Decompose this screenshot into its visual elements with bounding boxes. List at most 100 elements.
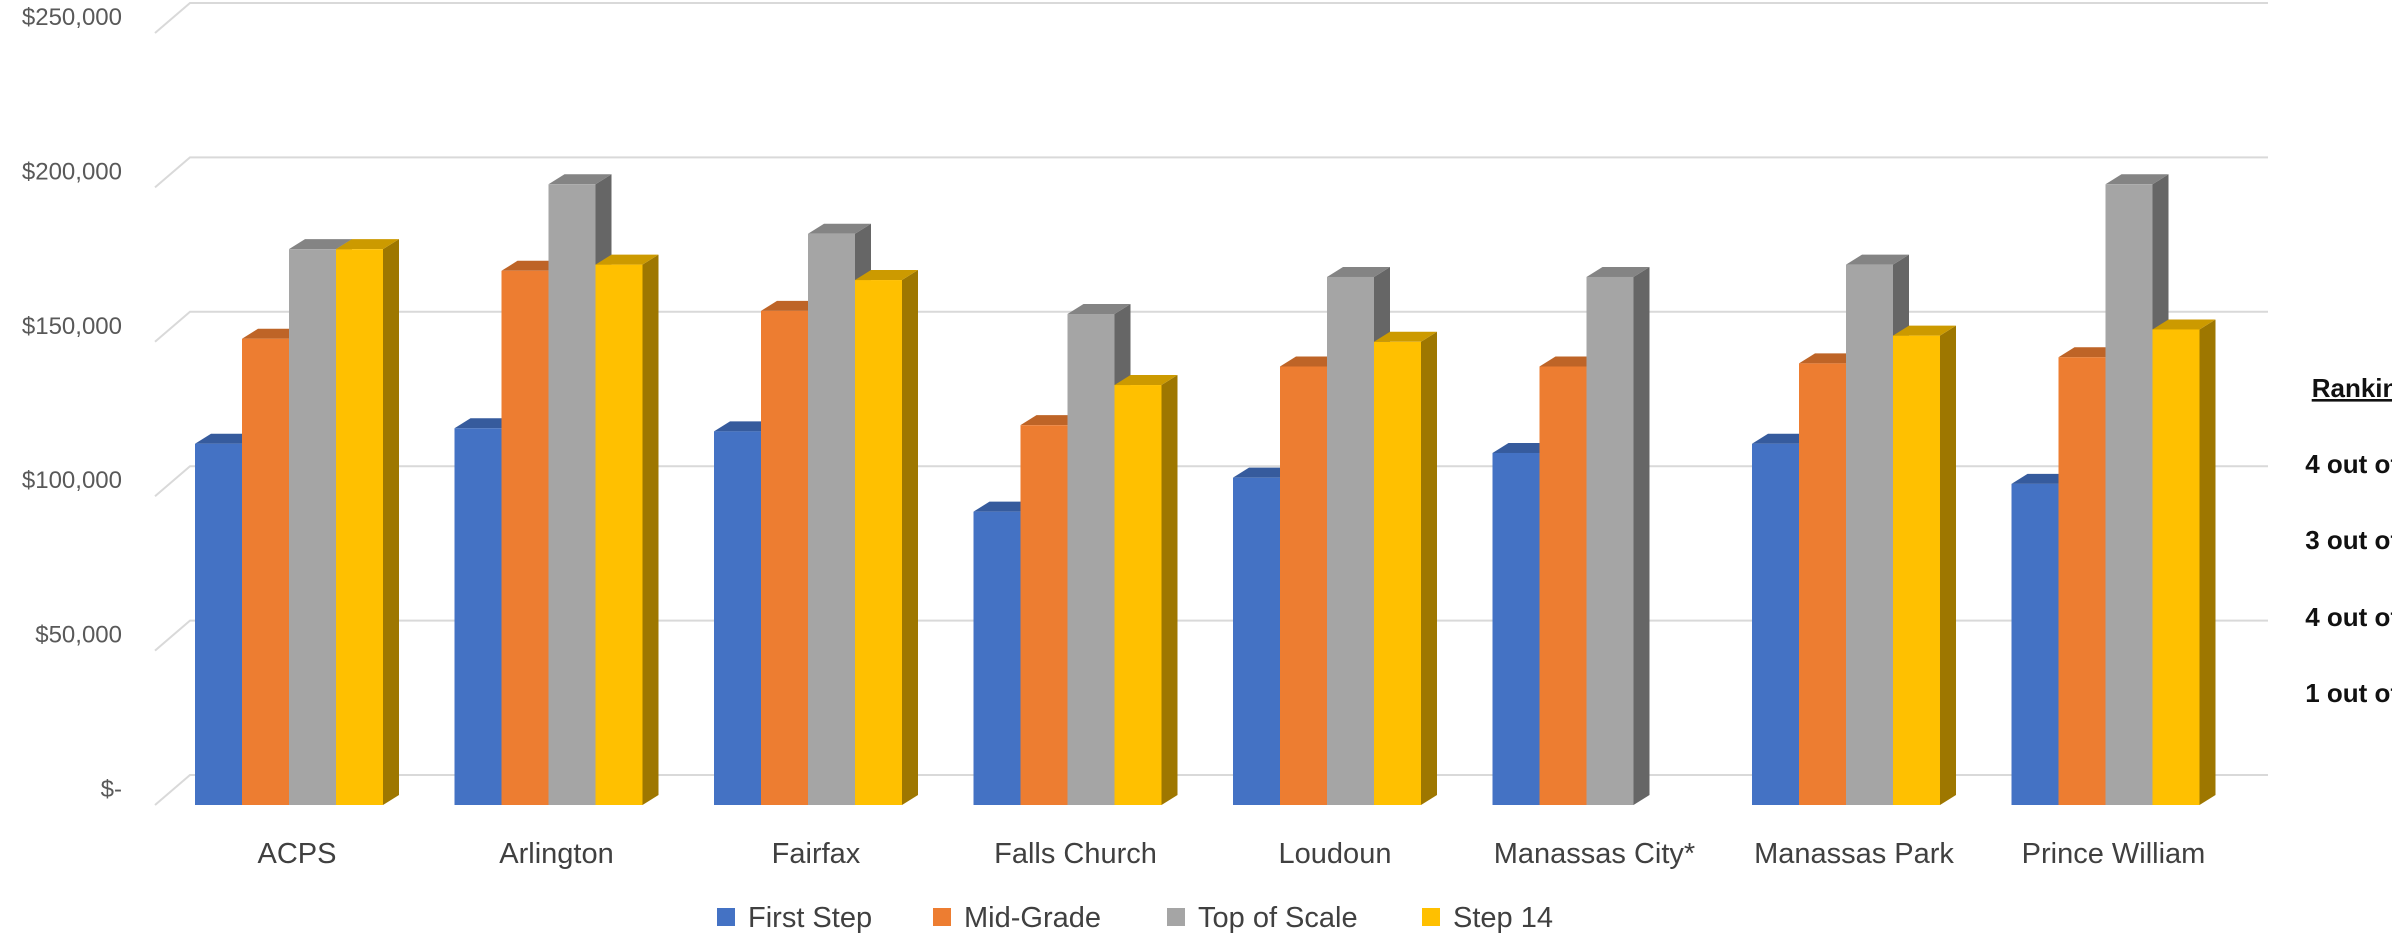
bar <box>336 239 399 805</box>
legend-swatch <box>933 908 951 926</box>
bar-top <box>1586 266 1650 277</box>
legend-swatch <box>1422 908 1440 926</box>
bar-front <box>1233 477 1280 805</box>
bar <box>2152 319 2216 805</box>
bar-top <box>1374 331 1437 342</box>
bar-front <box>855 280 902 805</box>
bar-front <box>289 249 336 805</box>
bar-front <box>1067 314 1115 805</box>
bar-front <box>2058 357 2106 805</box>
bar-front <box>973 511 1021 805</box>
bar-side <box>642 254 659 806</box>
ranking-heading: Ranking <box>2312 373 2392 403</box>
category-label: Loudoun <box>1279 838 1392 870</box>
bar-side <box>1940 325 1956 805</box>
bar-front <box>595 264 643 806</box>
bar <box>1586 266 1650 805</box>
bar-front <box>1020 425 1068 805</box>
legend-label: Step 14 <box>1453 902 1553 934</box>
legend: First Step Mid-Grade Top of Scale Step 14 <box>717 902 1553 934</box>
bar-top <box>1114 375 1178 386</box>
category-labels: ACPS Arlington Fairfax Falls Church Loudoun M… <box>258 838 2206 870</box>
bar-top <box>808 223 871 234</box>
bar-front <box>714 431 761 805</box>
bar-front <box>1846 264 1893 806</box>
bar-front <box>1114 385 1162 805</box>
legend-item: Step 14 <box>1422 902 1553 934</box>
y-tick-label: $50,000 <box>35 622 122 649</box>
bar-top <box>289 239 352 250</box>
bar-front <box>808 233 855 806</box>
ranking-item: 1 out of 8 <box>2305 678 2392 708</box>
category-label: Arlington <box>499 838 613 870</box>
ranking-annotation: Ranking 4 out of 8 3 out of 8 4 out of 8 1 … <box>2305 373 2392 708</box>
bar-front <box>195 443 242 805</box>
bar-top <box>595 254 659 265</box>
bar-front <box>1327 276 1374 805</box>
bar-front <box>1539 366 1587 805</box>
bar-front <box>2105 184 2153 805</box>
legend-swatch <box>717 908 735 926</box>
bar-top <box>2152 319 2216 330</box>
legend-item: Mid-Grade <box>933 902 1101 934</box>
bar-front <box>1280 366 1327 805</box>
gridline <box>154 156 2268 189</box>
y-tick-label: $100,000 <box>22 467 122 494</box>
legend-label: Mid-Grade <box>964 902 1101 934</box>
bar-front <box>1799 363 1846 805</box>
category-label: ACPS <box>258 838 337 870</box>
legend-label: Top of Scale <box>1198 902 1358 934</box>
y-tick-label: $- <box>101 776 122 803</box>
bar-top <box>1893 325 1956 336</box>
bar <box>855 270 918 805</box>
category-label: Prince William <box>2022 838 2206 870</box>
bar-side <box>1633 266 1650 805</box>
bars <box>195 174 2216 806</box>
bar-front <box>548 184 596 805</box>
bar-front <box>1893 335 1940 805</box>
category-label: Manassas Park <box>1754 838 1954 870</box>
gridline <box>154 2 2268 34</box>
bar <box>1893 325 1956 805</box>
legend-label: First Step <box>748 902 872 934</box>
bar-front <box>454 428 502 805</box>
legend-item: First Step <box>717 902 872 934</box>
bar-front <box>1374 341 1421 805</box>
bar-front <box>2152 329 2200 805</box>
bar-front <box>336 249 383 805</box>
bar-top <box>1846 254 1909 265</box>
bar-side <box>1161 375 1178 805</box>
ranking-item: 4 out of 8 <box>2305 602 2392 632</box>
bar-side <box>1421 331 1437 805</box>
y-axis-ticks: $- $50,000 $100,000 $150,000 $200,000 $250,00… <box>22 4 122 803</box>
legend-item: Top of Scale <box>1167 902 1358 934</box>
ranking-item: 4 out of 8 <box>2305 449 2392 479</box>
category-label: Falls Church <box>994 838 1157 870</box>
bar-side <box>902 270 918 805</box>
bar-front <box>1586 276 1634 805</box>
y-tick-label: $150,000 <box>22 313 122 340</box>
bar-front <box>501 270 549 805</box>
bar-front <box>761 310 808 805</box>
gridline <box>154 310 2268 343</box>
bar <box>1114 375 1178 805</box>
bar-top <box>855 270 918 281</box>
bar-top <box>1327 266 1390 277</box>
bar <box>595 254 659 806</box>
bar-top <box>1067 304 1131 315</box>
ranking-item: 3 out of 8 <box>2305 525 2392 555</box>
bar-front <box>2011 483 2059 805</box>
legend-swatch <box>1167 908 1185 926</box>
bar-front <box>242 338 289 805</box>
bar-front <box>1752 443 1799 805</box>
y-tick-label: $200,000 <box>22 158 122 185</box>
bar-side <box>2199 319 2216 805</box>
y-tick-label: $250,000 <box>22 4 122 31</box>
category-label: Manassas City* <box>1494 838 1695 870</box>
category-label: Fairfax <box>772 838 861 870</box>
bar <box>1374 331 1437 805</box>
bar-top <box>2105 174 2169 185</box>
bar-side <box>383 239 399 805</box>
bar-front <box>1492 452 1540 805</box>
bar-top <box>336 239 399 250</box>
